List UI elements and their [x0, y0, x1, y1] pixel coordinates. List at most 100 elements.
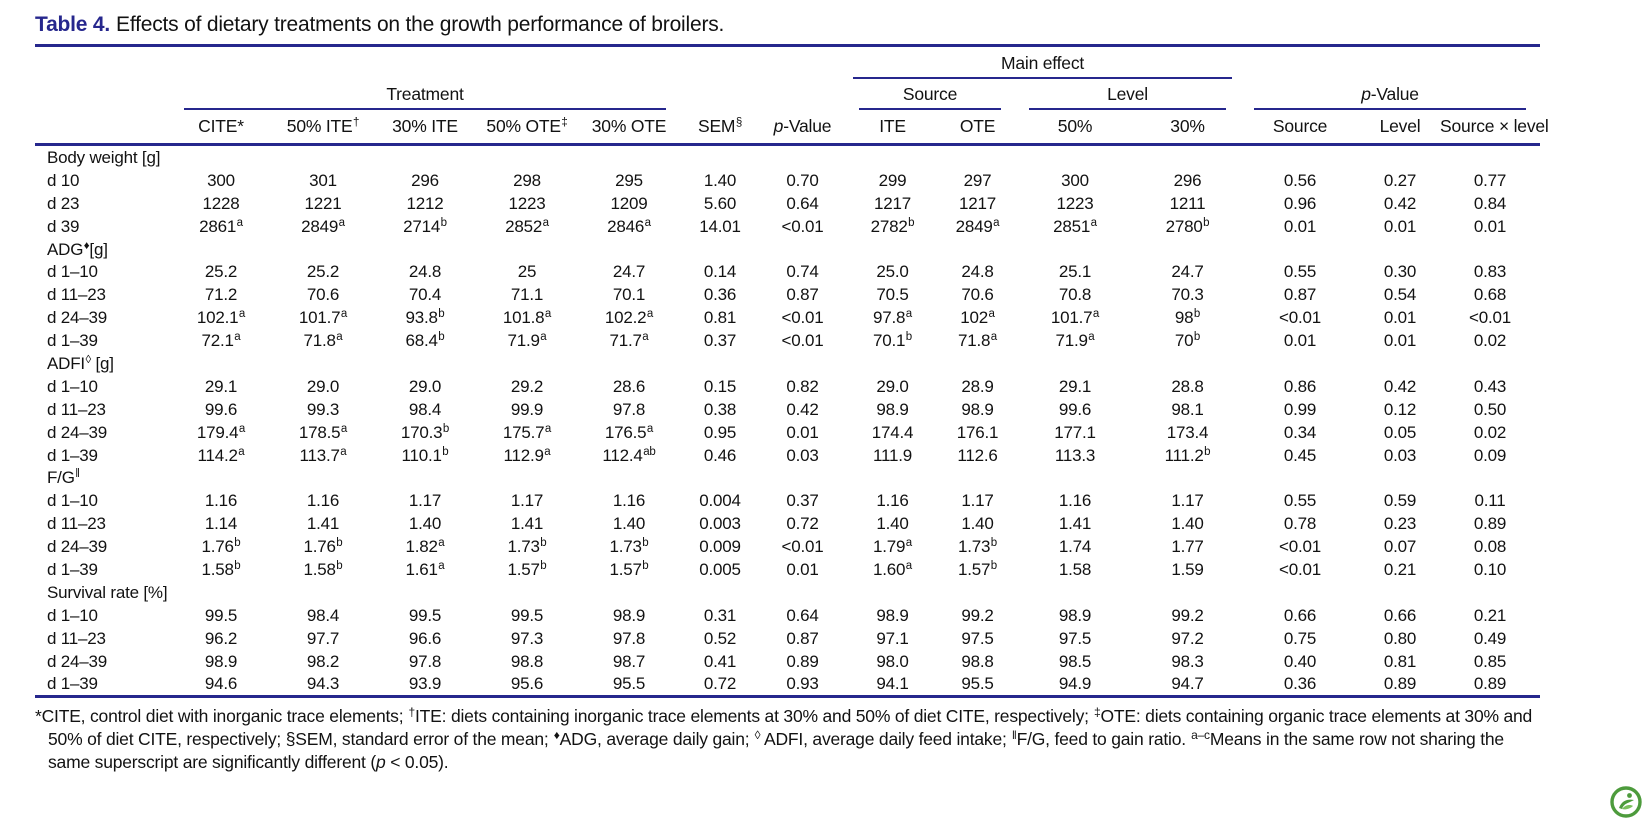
table-cell: 0.87 — [786, 628, 819, 648]
table-cell: 71.1 — [510, 285, 544, 305]
table-cell: 1.82a — [405, 537, 445, 557]
table-cell: 96.6 — [408, 628, 442, 648]
table-cell: 70.4 — [408, 285, 442, 305]
table-cell: 1.61a — [405, 559, 445, 579]
row-label: d 1–39 — [47, 445, 98, 465]
table-cell: 0.89 — [1473, 514, 1507, 534]
table-cell: 1.17 — [408, 491, 442, 511]
table-cell: 0.89 — [1360, 672, 1441, 699]
header-row-main-effect: Main effect — [35, 48, 1540, 79]
row-label: d 11–23 — [47, 628, 106, 648]
col-header-30-ite: 30% ITE — [374, 110, 476, 146]
table-cell: 2782b — [870, 216, 915, 236]
table-row: d 23 1228 1221 1212 1223 1209 5.60 0.64 1217 1217… — [35, 192, 1540, 215]
section-row: F/G‖ — [35, 466, 1540, 489]
table-cell: 99.2 — [1171, 605, 1204, 625]
col-group-source: Source — [845, 79, 1015, 110]
table-row: d 1–10 29.1 29.0 29.0 29.2 28.6 0.15 0.82 29.0 28… — [35, 375, 1540, 398]
row-label: d 1–10 — [47, 376, 98, 396]
table-cell: 1.16 — [1058, 491, 1092, 511]
table-row: d 1–10 99.5 98.4 99.5 99.5 98.9 0.31 0.64 98.9 99… — [35, 604, 1540, 627]
table-cell: 177.1 — [1054, 422, 1096, 442]
table-cell: <0.01 — [1279, 559, 1322, 579]
table-cell: 68.4b — [405, 331, 445, 351]
table-cell: 1.60a — [873, 559, 912, 579]
table-cell: 0.83 — [1473, 262, 1507, 282]
table-cell: 1.16 — [612, 491, 646, 511]
table-cell: 98.8 — [961, 651, 994, 671]
table-cell: 1.76b — [201, 537, 241, 557]
table-cell: 94.3 — [272, 672, 374, 699]
row-label: d 24–39 — [47, 537, 108, 557]
table-cell: 24.7 — [1171, 262, 1204, 282]
col-group-p-value: p-Value — [1240, 79, 1540, 110]
table-cell: 175.7a — [502, 422, 552, 442]
table-cell: <0.01 — [781, 537, 824, 557]
table-title: Table 4. Effects of dietary treatments on… — [35, 13, 1540, 47]
header-spacer — [35, 79, 170, 110]
table-cell: 170.3b — [400, 422, 450, 442]
table-cell: 25.1 — [1058, 262, 1092, 282]
table-cell: 0.31 — [703, 605, 737, 625]
table-cell: 1.59 — [1171, 559, 1204, 579]
table-cell: 97.1 — [876, 628, 909, 648]
table-cell: 101.8a — [502, 308, 552, 328]
table-cell: 0.21 — [1383, 559, 1417, 579]
table-cell: 0.54 — [1383, 285, 1417, 305]
table-cell: 2780b — [1165, 216, 1210, 236]
table-cell: 299 — [878, 170, 907, 190]
table-row: d 24–39 98.9 98.2 97.8 98.8 98.7 0.41 0.89 98.0 9… — [35, 650, 1540, 673]
table-cell: 95.5 — [578, 672, 680, 699]
table-cell: 0.01 — [1383, 308, 1417, 328]
table-cell: 71.8a — [303, 331, 343, 351]
table-cell: 2849a — [301, 216, 345, 236]
table-cell: 0.72 — [786, 514, 819, 534]
col-group-level-label: Level — [1029, 84, 1227, 110]
table-cell: 98.3 — [1171, 651, 1204, 671]
section-label: F/G‖ — [47, 468, 80, 488]
table-cell: 70.8 — [1058, 285, 1092, 305]
table-cell: 1.40 — [612, 514, 646, 534]
table-cell: 99.6 — [204, 399, 238, 419]
table-cell: 98.0 — [876, 651, 909, 671]
table-cell: 173.4 — [1166, 422, 1209, 442]
section-row: ADG♦[g] — [35, 238, 1540, 261]
header-row-groups: Treatment Source Level p-Value — [35, 79, 1540, 110]
table-cell: 1.41 — [306, 514, 340, 534]
table-cell: 97.2 — [1171, 628, 1204, 648]
table-cell: 28.8 — [1171, 376, 1204, 396]
table-cell: 176.5a — [604, 422, 654, 442]
table-cell: 97.5 — [1058, 628, 1092, 648]
table-cell: 0.005 — [699, 559, 741, 579]
table-cell: 102a — [960, 308, 995, 328]
table-cell: 98.7 — [612, 651, 646, 671]
table-cell: 1.57b — [507, 559, 547, 579]
table-cell: 110.1b — [401, 445, 449, 465]
table-cell: 70.3 — [1171, 285, 1204, 305]
table-cell: 98.9 — [876, 399, 909, 419]
col-group-level: Level — [1015, 79, 1240, 110]
table-cell: 112.6 — [957, 445, 998, 465]
header-spacer — [1240, 48, 1540, 79]
table-cell: 1.17 — [510, 491, 544, 511]
table-cell: 0.84 — [1473, 193, 1507, 213]
col-header-50: 50% — [1015, 110, 1135, 146]
row-label: d 11–23 — [47, 514, 106, 534]
table-cell: 98.9 — [876, 605, 909, 625]
table-cell: 1217 — [873, 193, 912, 213]
table-cell: 1.40 — [961, 514, 994, 534]
col-header-50-ote: 50% OTE‡ — [476, 110, 578, 146]
table-cell: 113.3 — [1054, 445, 1096, 465]
table-cell: 0.49 — [1473, 628, 1507, 648]
table-row: d 39 2861a 2849a 2714b 2852a 2846a 14.01 <0.01 2… — [35, 215, 1540, 238]
section-row: Body weight [g] — [35, 145, 1540, 169]
table-cell: 97.7 — [306, 628, 340, 648]
table-cell: 1.58b — [303, 559, 343, 579]
table-cell: 0.15 — [703, 376, 737, 396]
table-cell: 0.87 — [1283, 285, 1317, 305]
table-cell: 0.05 — [1383, 422, 1417, 442]
table-cell: 29.0 — [408, 376, 442, 396]
table-cell: 174.4 — [871, 422, 914, 442]
table-cell: 98b — [1174, 308, 1201, 328]
table-cell: 0.75 — [1283, 628, 1317, 648]
